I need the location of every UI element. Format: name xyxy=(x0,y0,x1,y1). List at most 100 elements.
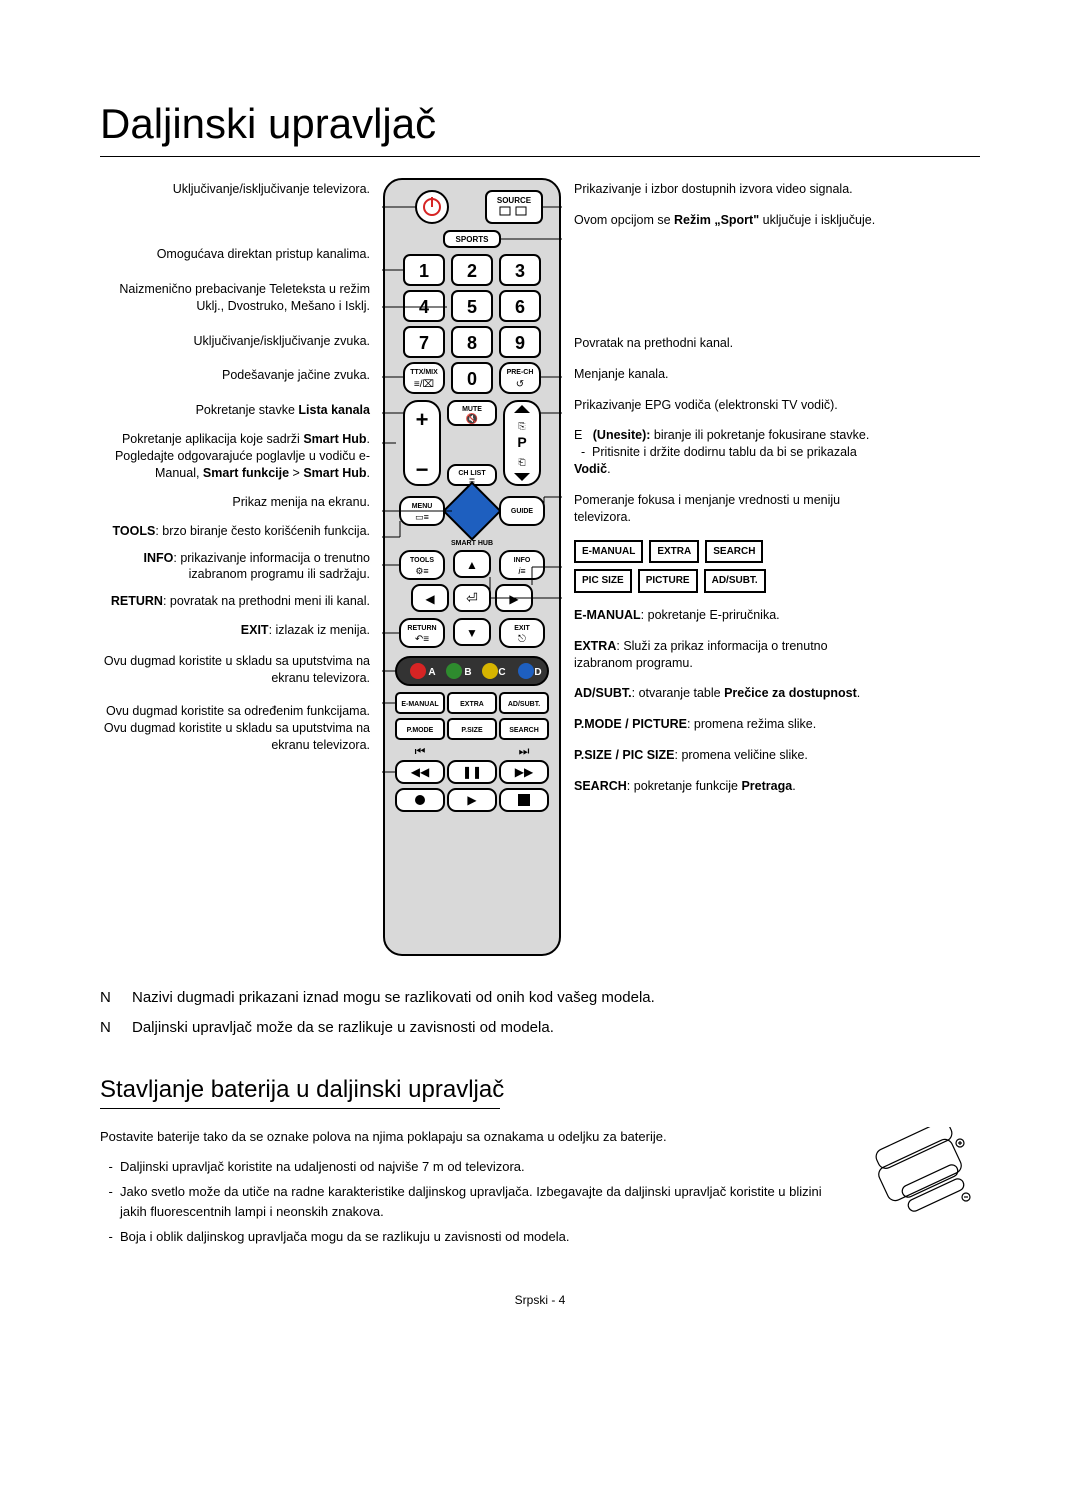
ann-menu: Prikaz menija na ekranu. xyxy=(100,494,370,511)
svg-text:❚❚: ❚❚ xyxy=(462,765,482,779)
ann-info: INFO: prikazivanje informacija o trenutn… xyxy=(100,550,370,584)
svg-text:−: − xyxy=(416,457,429,482)
remote-diagram: Uključivanje/isključivanje televizora. O… xyxy=(100,177,980,957)
svg-text:⎗: ⎗ xyxy=(518,457,525,467)
svg-text:▼: ▼ xyxy=(466,626,478,640)
battery-intro: Postavite baterije tako da se oznake pol… xyxy=(100,1127,830,1147)
svg-text:EXTRA[interactable]: EXTRA xyxy=(460,701,484,708)
btn-source[interactable]: SOURCE xyxy=(497,196,532,205)
svg-text:7: 7 xyxy=(419,333,429,353)
btn-return[interactable]: RETURN xyxy=(407,625,436,632)
btn-tools[interactable]: TOOLS xyxy=(410,557,434,564)
btn-guide[interactable]: GUIDE xyxy=(511,508,534,515)
svg-text:▭≡: ▭≡ xyxy=(415,512,429,522)
svg-text:▶: ▶ xyxy=(509,592,519,606)
btn-search-label: SEARCH xyxy=(705,540,763,564)
subtitle: Stavljanje baterija u daljinski upravlja… xyxy=(100,1076,980,1104)
svg-text:▶▶: ▶▶ xyxy=(515,765,534,779)
battery-text: Postavite baterije tako da se oznake pol… xyxy=(100,1127,830,1253)
svg-text:⏎: ⏎ xyxy=(466,590,478,606)
svg-text:9: 9 xyxy=(515,333,525,353)
ann-ttx: Naizmenično prebacivanje Teleteksta u re… xyxy=(100,281,370,315)
right-annotations: Prikazivanje i izbor dostupnih izvora vi… xyxy=(574,177,884,809)
svg-text:SEARCH[interactable]: SEARCH xyxy=(509,727,539,734)
ann-emanual: E-MANUAL: pokretanje E-priručnika. xyxy=(574,607,884,624)
page-title: Daljinski upravljač xyxy=(100,100,980,148)
svg-text:P.SIZE[interactable]: P.SIZE xyxy=(461,727,483,734)
btn-extra-label: EXTRA xyxy=(649,540,699,564)
ann-extra: EXTRA: Služi za prikaz informacija o tre… xyxy=(574,638,884,672)
btn-adsubt-label: AD/SUBT. xyxy=(704,569,766,593)
ann-adsubt: AD/SUBT.: otvaranje table Prečice za dos… xyxy=(574,685,884,702)
battery-bullet-1: Daljinski upravljač koristite na udaljen… xyxy=(120,1157,830,1177)
ann-sports: Ovom opcijom se Režim „Sport" uključuje … xyxy=(574,212,884,229)
btn-sports[interactable]: SPORTS xyxy=(456,235,490,244)
svg-text:D[interactable]: D xyxy=(534,667,541,678)
battery-illustration xyxy=(870,1127,980,1253)
svg-text:↺: ↺ xyxy=(516,379,524,390)
svg-text:⎘: ⎘ xyxy=(518,421,525,431)
svg-text:i≡: i≡ xyxy=(518,566,525,576)
btn-emanual-label: E-MANUAL xyxy=(574,540,643,564)
svg-text:0[interactable]: 0 xyxy=(467,369,477,389)
btn-prech[interactable]: PRE-CH xyxy=(507,369,534,376)
btn-mute[interactable]: MUTE xyxy=(462,406,482,413)
svg-text:P: P xyxy=(517,434,526,450)
footer: Srpski - 4 xyxy=(100,1293,980,1307)
svg-text:B[interactable]: B xyxy=(464,667,471,678)
ann-mute: Uključivanje/isključivanje zvuka. xyxy=(100,333,370,350)
svg-text:▲: ▲ xyxy=(466,558,478,572)
extra-buttons-box: E-MANUAL EXTRA SEARCH PIC SIZE PICTURE A… xyxy=(574,540,884,593)
numpad[interactable]: 1 2 3 4 5 6 7 8 9 xyxy=(404,255,540,357)
battery-bullet-2: Jako svetlo može da utiče na radne karak… xyxy=(120,1182,830,1221)
ann-power: Uključivanje/isključivanje televizora. xyxy=(100,181,370,198)
btn-exit[interactable]: EXIT xyxy=(514,625,530,632)
svg-text:8: 8 xyxy=(467,333,477,353)
ann-guide: Prikazivanje EPG vodiča (elektronski TV … xyxy=(574,397,884,414)
ann-enter: E (Unesite): biranje ili pokretanje foku… xyxy=(574,427,884,478)
btn-info[interactable]: INFO xyxy=(514,557,531,564)
ann-prech: Povratak na prethodni kanal. xyxy=(574,335,884,352)
svg-text:⏮: ⏮ xyxy=(415,744,426,758)
ann-pmode: P.MODE / PICTURE: promena režima slike. xyxy=(574,716,884,733)
ann-smarthub: Pokretanje aplikacija koje sadrži Smart … xyxy=(100,431,370,482)
ann-volume: Podešavanje jačine zvuka. xyxy=(100,367,370,384)
svg-text:3: 3 xyxy=(515,261,525,281)
svg-text:AD/SUBT.[interactable]: AD/SUBT. xyxy=(508,701,540,708)
svg-text:E-MANUAL[interactable]: E-MANUAL xyxy=(401,701,439,708)
ann-source: Prikazivanje i izbor dostupnih izvora vi… xyxy=(574,181,884,198)
svg-text:◀◀: ◀◀ xyxy=(411,765,430,779)
ann-search: SEARCH: pokretanje funkcije Pretraga. xyxy=(574,778,884,795)
ann-numbers: Omogućava direktan pristup kanalima. xyxy=(100,246,370,263)
ann-playback: Ovu dugmad koristite sa određenim funkci… xyxy=(100,703,370,754)
svg-text:2: 2 xyxy=(467,261,477,281)
ann-chlist: Pokretanje stavke Lista kanala xyxy=(100,402,370,419)
svg-text:▶: ▶ xyxy=(467,793,477,807)
subtitle-underline xyxy=(100,1108,500,1109)
ann-channel: Menjanje kanala. xyxy=(574,366,884,383)
svg-text:+: + xyxy=(416,407,429,432)
btn-menu[interactable]: MENU xyxy=(412,503,433,510)
svg-text:C[interactable]: C xyxy=(498,667,505,678)
btn-ttx[interactable]: TTX/MIX xyxy=(410,369,438,376)
svg-text:⏭: ⏭ xyxy=(519,744,530,758)
svg-text:SMART HUB: SMART HUB xyxy=(451,540,493,547)
svg-text:◀: ◀ xyxy=(425,592,435,606)
notes: NNazivi dugmadi prikazani iznad mogu se … xyxy=(100,985,980,1040)
btn-picture-label: PICTURE xyxy=(638,569,698,593)
ann-dpad: Pomeranje fokusa i menjanje vrednosti u … xyxy=(574,492,884,526)
svg-text:⚙≡: ⚙≡ xyxy=(415,566,428,576)
svg-text:🔇: 🔇 xyxy=(466,412,478,425)
svg-text:P.MODE[interactable]: P.MODE xyxy=(407,727,434,734)
svg-text:6: 6 xyxy=(515,297,525,317)
ann-exit: EXIT: izlazak iz menija. xyxy=(100,622,370,639)
title-underline xyxy=(100,156,980,157)
svg-text:A[interactable]: A xyxy=(428,667,435,678)
battery-bullet-3: Boja i oblik daljinskog upravljača mogu … xyxy=(120,1227,830,1247)
svg-text:⎋: ⎋ xyxy=(518,634,526,645)
remote-svg: SOURCE SPORTS 1 2 3 4 5 6 7 8 9 xyxy=(382,177,562,957)
svg-text:≡/⌧: ≡/⌧ xyxy=(414,379,434,390)
svg-text:5: 5 xyxy=(467,297,477,317)
svg-text:1: 1 xyxy=(419,261,429,281)
btn-picsize-label: PIC SIZE xyxy=(574,569,632,593)
